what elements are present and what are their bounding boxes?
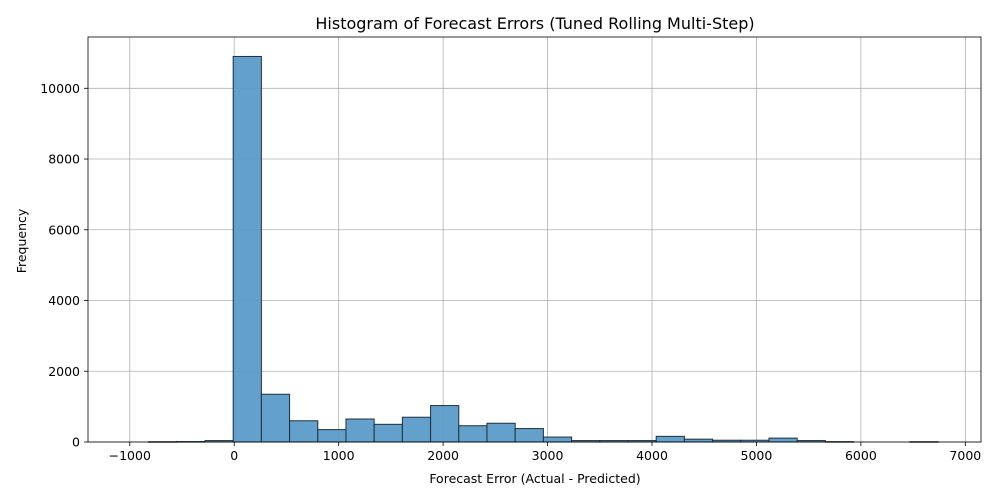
plot-frame <box>87 36 982 443</box>
histogram-bar <box>289 420 319 443</box>
x-tick-label: 0 <box>230 448 238 463</box>
x-axis-label: Forecast Error (Actual - Predicted) <box>429 471 640 486</box>
histogram-bar <box>458 425 488 443</box>
histogram-bar <box>768 437 798 443</box>
x-tick-label: 6000 <box>845 448 877 463</box>
y-tick-label: 4000 <box>48 293 80 308</box>
histogram-bar <box>430 405 460 443</box>
x-tick-label: −1000 <box>109 448 151 463</box>
histogram-bar <box>260 393 291 443</box>
histogram-bar <box>514 428 544 443</box>
grid-layer <box>88 37 981 443</box>
y-tick-label: 10000 <box>40 81 80 96</box>
histogram-bar <box>655 435 685 443</box>
histogram-bar <box>401 416 432 443</box>
histogram-bar <box>232 55 262 443</box>
histogram-bar <box>542 436 573 443</box>
x-tick-label: 4000 <box>636 448 668 463</box>
x-tick-label: 3000 <box>532 448 564 463</box>
histogram-bar <box>317 429 347 443</box>
histogram-bar <box>373 423 403 443</box>
y-tick-label: 0 <box>72 435 80 450</box>
x-tick-label: 7000 <box>949 448 981 463</box>
y-axis-label: Frequency <box>14 208 29 273</box>
y-tick-label: 2000 <box>48 364 80 379</box>
histogram-bar <box>486 422 516 443</box>
x-tick-label: 1000 <box>323 448 355 463</box>
ticks-layer: −1000 0 1000 2000 3000 4000 5000 6000 7000 0 2000 4… <box>40 81 981 463</box>
y-tick-label: 6000 <box>48 222 80 237</box>
x-tick-label: 2000 <box>427 448 459 463</box>
x-tick-label: 5000 <box>741 448 773 463</box>
histogram-bar <box>345 418 375 443</box>
bars-layer <box>148 55 939 443</box>
y-tick-label: 8000 <box>48 152 80 167</box>
chart-title: Histogram of Forecast Errors (Tuned Roll… <box>315 14 754 33</box>
histogram-bar <box>683 438 714 443</box>
